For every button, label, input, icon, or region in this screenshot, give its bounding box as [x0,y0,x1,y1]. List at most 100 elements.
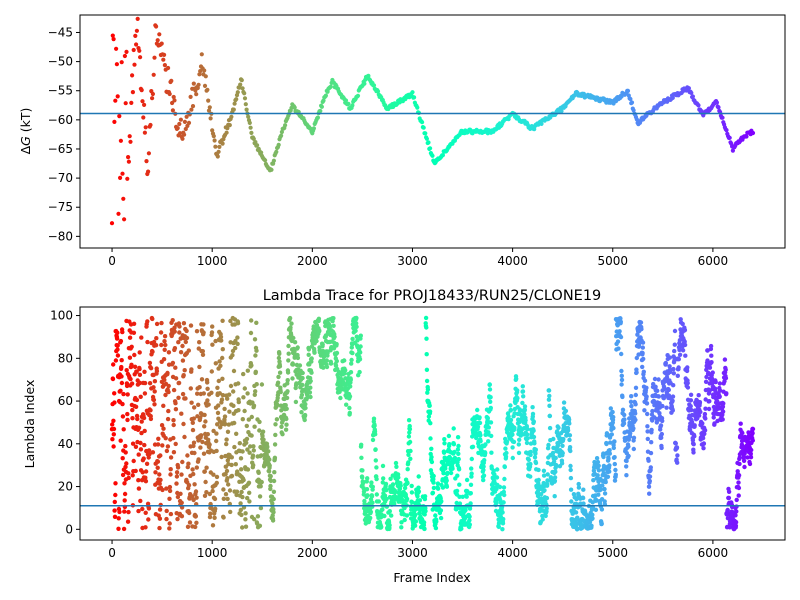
lambda-point [546,442,551,448]
lambda-point [246,480,252,485]
lambda-point [259,479,264,485]
lambda-point [523,418,528,423]
lambda-point [642,408,647,413]
lambda-point [689,407,694,413]
lambda-point [188,386,193,391]
lambda-point [293,399,299,405]
lambda-point [670,408,675,413]
lambda-point [214,438,219,444]
lambda-point [668,369,673,375]
dg-point [242,91,247,96]
lambda-point [173,401,178,406]
dg-point [216,149,221,154]
lambda-point [680,321,685,327]
lambda-point [456,456,461,462]
dg-point [421,125,426,130]
lambda-point [216,378,221,384]
lambda-point [347,405,352,411]
dg-point [150,96,155,101]
lambda-point [457,494,462,499]
lambda-point [224,468,230,474]
lambda-point [670,394,676,399]
lambda-point [147,360,153,366]
lambda-point [172,329,177,334]
lambda-point [468,491,473,496]
lambda-point [674,445,680,450]
y-tick-label: −60 [48,113,73,127]
lambda-point [510,455,515,461]
lambda-point [692,423,697,428]
lambda-point [384,496,389,502]
lambda-point [236,408,241,413]
lambda-point [308,378,313,384]
lambda-point [424,352,429,357]
lambda-point [275,380,281,385]
lambda-point [166,350,172,355]
lambda-point [691,442,696,447]
lambda-point [737,461,742,467]
lambda-point [283,403,288,408]
lambda-point [302,412,308,418]
lambda-point [467,514,472,519]
lambda-point [749,447,754,453]
lambda-point [373,432,378,437]
lambda-point [725,507,730,513]
lambda-point [350,350,355,356]
lambda-point [266,449,271,454]
lambda-point [225,429,231,434]
lambda-point [596,483,602,488]
lambda-point [467,522,472,527]
lambda-point [658,423,664,428]
lambda-point [455,473,460,478]
lambda-point [136,486,142,491]
lambda-point [208,511,213,516]
lambda-point [164,486,169,491]
lambda-panel: Lambda Trace for PROJ18433/RUN25/CLONE19… [22,288,786,585]
lambda-point [452,449,457,455]
lambda-point [114,336,120,341]
lambda-point [364,487,370,492]
lambda-point [244,436,250,442]
lambda-point [111,444,116,449]
lambda-point [700,435,706,441]
lambda-point [333,363,339,368]
lambda-point [633,417,638,423]
lambda-point [214,480,219,486]
lambda-point [299,392,305,398]
lambda-point [486,425,491,430]
lambda-point [604,441,609,447]
dg-point [235,90,240,95]
lambda-point [265,444,270,449]
lambda-point [191,497,196,503]
lambda-point [431,485,437,491]
lambda-point [667,364,672,369]
dg-point [423,131,428,136]
lambda-point [457,505,462,511]
lambda-point [122,491,128,497]
lambda-point [139,419,144,424]
lambda-point [554,429,560,434]
lambda-point [286,351,291,356]
lambda-point [690,438,696,443]
lambda-point [130,407,135,413]
dg-point [178,131,183,136]
lambda-point [698,409,703,415]
lambda-point [173,365,178,370]
dg-point [177,121,182,127]
lambda-point [670,398,675,403]
lambda-point [675,373,680,378]
lambda-point [520,415,525,420]
lambda-point [452,455,458,461]
lambda-point [143,479,149,484]
lambda-point [439,499,444,504]
lambda-point [359,442,364,447]
lambda-point [618,319,623,324]
lambda-point [120,472,126,478]
lambda-point [110,437,115,442]
lambda-point [259,453,264,458]
lambda-point [348,384,353,389]
lambda-point [226,482,231,487]
lambda-point [185,524,191,529]
lambda-point [228,383,234,389]
dg-point [720,115,725,120]
